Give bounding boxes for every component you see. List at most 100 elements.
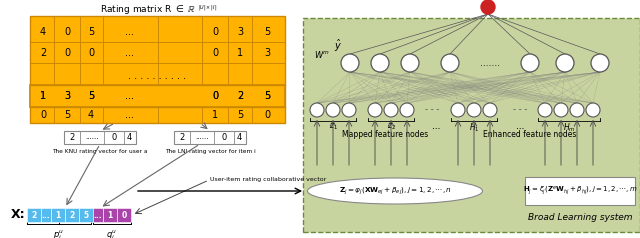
Circle shape bbox=[342, 103, 356, 117]
Text: 2: 2 bbox=[237, 91, 243, 101]
FancyBboxPatch shape bbox=[117, 208, 131, 222]
Text: ...: ... bbox=[125, 91, 134, 101]
Text: 1: 1 bbox=[212, 110, 218, 120]
Text: - - -: - - - bbox=[513, 105, 527, 114]
Circle shape bbox=[368, 103, 382, 117]
Circle shape bbox=[326, 103, 340, 117]
Circle shape bbox=[483, 103, 497, 117]
Circle shape bbox=[384, 103, 398, 117]
Text: ...: ... bbox=[93, 210, 102, 219]
Text: $\hat{y}$: $\hat{y}$ bbox=[334, 38, 342, 54]
FancyBboxPatch shape bbox=[79, 208, 93, 222]
Text: 0: 0 bbox=[88, 48, 94, 58]
Circle shape bbox=[556, 54, 574, 72]
Text: 5: 5 bbox=[83, 210, 88, 219]
Text: 1: 1 bbox=[56, 210, 61, 219]
Text: 3: 3 bbox=[64, 91, 70, 101]
Text: $\cdots$: $\cdots$ bbox=[515, 122, 525, 131]
Circle shape bbox=[371, 54, 389, 72]
Text: ...: ... bbox=[42, 210, 51, 219]
Text: 1: 1 bbox=[108, 210, 113, 219]
FancyBboxPatch shape bbox=[303, 18, 640, 232]
Text: ...: ... bbox=[125, 110, 134, 120]
Text: User-item rating collaborative vector: User-item rating collaborative vector bbox=[210, 178, 326, 183]
FancyBboxPatch shape bbox=[103, 208, 117, 222]
Text: $q_i^u$: $q_i^u$ bbox=[106, 229, 118, 238]
Text: 5: 5 bbox=[264, 91, 270, 101]
Circle shape bbox=[481, 0, 495, 14]
Text: 0: 0 bbox=[264, 110, 270, 120]
FancyBboxPatch shape bbox=[27, 208, 41, 222]
Text: 0: 0 bbox=[212, 91, 218, 101]
Text: ...: ... bbox=[125, 91, 134, 101]
Text: 2: 2 bbox=[31, 210, 36, 219]
Circle shape bbox=[467, 103, 481, 117]
Text: 5: 5 bbox=[64, 110, 70, 120]
Circle shape bbox=[441, 54, 459, 72]
FancyBboxPatch shape bbox=[93, 208, 103, 222]
Text: 2: 2 bbox=[40, 48, 46, 58]
Text: 1: 1 bbox=[237, 48, 243, 58]
Text: 3: 3 bbox=[264, 48, 270, 58]
Text: 5: 5 bbox=[264, 27, 270, 37]
Text: . . . . . . . . . .: . . . . . . . . . . bbox=[129, 71, 187, 81]
Circle shape bbox=[554, 103, 568, 117]
Text: $W^m$: $W^m$ bbox=[314, 50, 330, 60]
Text: ...: ... bbox=[125, 48, 134, 58]
Text: 3: 3 bbox=[237, 27, 243, 37]
Text: $\mathbf{H}_j = \xi_j(\mathbf{Z}^e\mathbf{W}_{hj}+\beta_{hj}), j=1,2,\cdots,m$: $\mathbf{H}_j = \xi_j(\mathbf{Z}^e\mathb… bbox=[523, 185, 637, 197]
Text: 0: 0 bbox=[212, 27, 218, 37]
Circle shape bbox=[586, 103, 600, 117]
Text: 2: 2 bbox=[69, 133, 75, 142]
Text: X:: X: bbox=[11, 208, 26, 222]
Circle shape bbox=[521, 54, 539, 72]
Circle shape bbox=[570, 103, 584, 117]
Text: 5: 5 bbox=[264, 91, 270, 101]
FancyBboxPatch shape bbox=[525, 177, 635, 205]
Circle shape bbox=[400, 103, 414, 117]
FancyBboxPatch shape bbox=[64, 131, 136, 144]
Text: Mapped feature nodes: Mapped feature nodes bbox=[342, 130, 428, 139]
Text: $^{|U|\times|I|}$: $^{|U|\times|I|}$ bbox=[198, 3, 217, 12]
Text: 0: 0 bbox=[111, 133, 116, 142]
FancyBboxPatch shape bbox=[30, 85, 285, 107]
Text: 0: 0 bbox=[64, 48, 70, 58]
Circle shape bbox=[591, 54, 609, 72]
Circle shape bbox=[310, 103, 324, 117]
Text: 0: 0 bbox=[212, 91, 218, 101]
FancyBboxPatch shape bbox=[65, 208, 79, 222]
Text: $\mathbf{Z}_j = \varphi_j(\mathbf{X}\mathbf{W}_{ej}+\beta_{ej}), j=1,2,\cdots,n$: $\mathbf{Z}_j = \varphi_j(\mathbf{X}\mat… bbox=[339, 185, 451, 197]
Text: 3: 3 bbox=[64, 91, 70, 101]
Text: 5: 5 bbox=[88, 91, 94, 101]
Circle shape bbox=[451, 103, 465, 117]
Ellipse shape bbox=[307, 178, 483, 204]
Text: $H_1$: $H_1$ bbox=[468, 122, 479, 134]
Text: 2: 2 bbox=[179, 133, 184, 142]
Text: 1: 1 bbox=[40, 91, 46, 101]
Text: The KNU rating vector for user a: The KNU rating vector for user a bbox=[52, 149, 148, 154]
FancyBboxPatch shape bbox=[51, 208, 65, 222]
Text: 0: 0 bbox=[122, 210, 127, 219]
Text: $H_m$: $H_m$ bbox=[563, 122, 575, 134]
Text: 0: 0 bbox=[40, 110, 46, 120]
Text: Broad Learning system: Broad Learning system bbox=[529, 213, 633, 222]
Text: ...: ... bbox=[125, 27, 134, 37]
Text: 2: 2 bbox=[69, 210, 75, 219]
FancyBboxPatch shape bbox=[174, 131, 246, 144]
Circle shape bbox=[341, 54, 359, 72]
Text: 4: 4 bbox=[88, 110, 94, 120]
Text: 4: 4 bbox=[40, 27, 46, 37]
Text: 1: 1 bbox=[40, 91, 46, 101]
Text: 0: 0 bbox=[212, 48, 218, 58]
Text: .......: ....... bbox=[480, 59, 500, 68]
Text: 4: 4 bbox=[236, 133, 242, 142]
Text: 4: 4 bbox=[126, 133, 132, 142]
Text: 5: 5 bbox=[88, 91, 94, 101]
Text: ......: ...... bbox=[85, 134, 99, 140]
FancyBboxPatch shape bbox=[30, 16, 285, 123]
Text: 5: 5 bbox=[88, 27, 94, 37]
Text: Rating matrix R $\in$ $\mathbb{R}$: Rating matrix R $\in$ $\mathbb{R}$ bbox=[100, 3, 196, 16]
Text: $p_i^u$: $p_i^u$ bbox=[53, 229, 65, 238]
Text: 5: 5 bbox=[237, 110, 243, 120]
Text: $z_2$: $z_2$ bbox=[387, 122, 396, 133]
